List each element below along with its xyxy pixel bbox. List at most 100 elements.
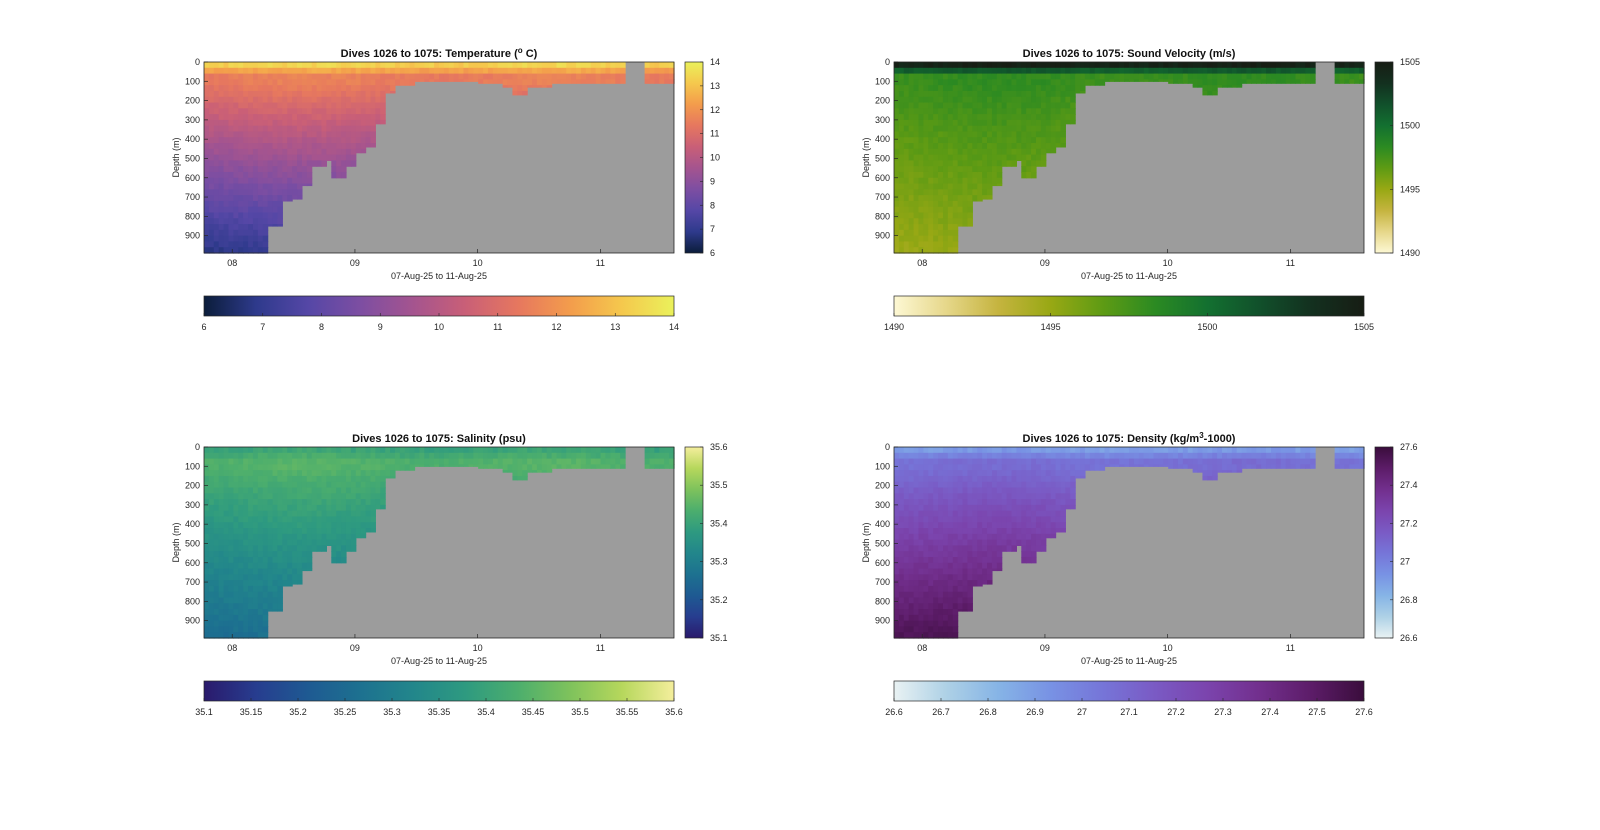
heatmap-cell <box>204 475 210 483</box>
heatmap-cell <box>301 458 308 465</box>
heatmap-cell <box>282 177 288 185</box>
heatmap-cell <box>1099 67 1106 75</box>
heatmap-cell <box>938 212 944 219</box>
heatmap-cell <box>1011 160 1017 167</box>
heatmap-cell <box>987 504 993 512</box>
heatmap-cell <box>252 189 259 196</box>
heatmap-cell <box>1040 452 1047 460</box>
heatmap-cell <box>267 177 274 185</box>
heatmap-cell <box>341 470 347 477</box>
heatmap-cell <box>228 620 234 628</box>
heatmap-cell <box>933 189 939 196</box>
heatmap-cell <box>233 481 239 489</box>
side-colorbar-tick-label: 6 <box>710 248 715 258</box>
heatmap-cell <box>502 79 509 86</box>
heatmap-cell <box>316 470 323 477</box>
heatmap-cell <box>419 458 425 465</box>
heatmap-cell <box>399 464 406 471</box>
heatmap-cell <box>360 125 367 133</box>
heatmap-cell <box>952 229 959 237</box>
heatmap-cell <box>1021 551 1027 558</box>
heatmap-cell <box>894 533 900 541</box>
heatmap-cell <box>243 574 249 581</box>
heatmap-cell <box>277 119 283 127</box>
heatmap-cell <box>957 200 964 208</box>
heatmap-cell <box>345 510 352 518</box>
heatmap-cell <box>938 614 944 622</box>
heatmap-cell <box>918 143 924 150</box>
heatmap-cell <box>208 85 215 92</box>
heatmap-cell <box>898 481 905 489</box>
heatmap-cell <box>223 545 230 552</box>
heatmap-cell <box>282 96 288 104</box>
heatmap-cell <box>908 562 915 570</box>
heatmap-cell <box>918 73 924 80</box>
heatmap-cell <box>252 614 259 622</box>
heatmap-cell <box>1182 79 1189 84</box>
heatmap-cell <box>233 90 239 98</box>
heatmap-cell <box>1045 504 1052 512</box>
heatmap-cell <box>1035 119 1042 127</box>
heatmap-cell <box>1031 79 1037 86</box>
heatmap-cell <box>933 464 939 471</box>
heatmap-cell <box>341 545 347 552</box>
bottom-colorbar-tick-label: 35.55 <box>616 707 639 717</box>
heatmap-cell <box>908 545 915 552</box>
heatmap-cell <box>923 218 929 225</box>
heatmap-cell <box>903 189 910 196</box>
heatmap-cell <box>938 620 944 628</box>
heatmap-cell <box>233 96 239 104</box>
heatmap-cell <box>987 539 993 546</box>
heatmap-cell <box>1075 73 1081 80</box>
heatmap-cell <box>345 528 352 535</box>
side-colorbar-tick-label: 1500 <box>1400 121 1420 131</box>
heatmap-cell <box>952 183 959 190</box>
heatmap-cell <box>933 90 939 98</box>
heatmap-cell <box>228 67 234 75</box>
heatmap-cell <box>257 200 264 208</box>
heatmap-cell <box>1011 475 1017 483</box>
heatmap-cell <box>659 464 665 469</box>
heatmap-cell <box>213 551 220 558</box>
heatmap-cell <box>1251 79 1257 84</box>
heatmap-cell <box>938 206 944 214</box>
heatmap-cell <box>933 108 939 115</box>
chart-title: Dives 1026 to 1075: Temperature (o C) <box>341 46 538 61</box>
heatmap-cell <box>1075 470 1081 477</box>
heatmap-cell <box>1050 62 1057 69</box>
heatmap-cell <box>913 580 920 587</box>
heatmap-cell <box>947 177 954 185</box>
heatmap-cell <box>252 516 259 523</box>
heatmap-cell <box>233 475 239 483</box>
heatmap-cell <box>561 447 567 454</box>
heatmap-cell <box>566 464 572 469</box>
heatmap-cell <box>908 464 915 471</box>
heatmap-cell <box>1040 96 1047 104</box>
heatmap-cell <box>218 562 225 570</box>
heatmap-cell <box>644 458 651 465</box>
heatmap-cell <box>1060 499 1066 506</box>
y-tick-label: 400 <box>875 134 890 144</box>
heatmap-cell <box>1217 85 1223 88</box>
heatmap-cell <box>536 470 543 473</box>
heatmap-cell <box>350 545 357 552</box>
heatmap-cell <box>1031 119 1037 127</box>
heatmap-cell <box>977 533 983 541</box>
heatmap-cell <box>1001 67 1008 75</box>
y-tick-label: 900 <box>185 616 200 626</box>
heatmap-cell <box>947 475 954 483</box>
heatmap-cell <box>972 464 978 471</box>
heatmap-cell <box>443 447 450 454</box>
heatmap-cell <box>355 493 362 500</box>
heatmap-cell <box>243 171 249 179</box>
heatmap-cell <box>1055 499 1062 506</box>
heatmap-cell <box>336 499 342 506</box>
heatmap-cell <box>991 108 998 115</box>
heatmap-cell <box>1011 96 1017 104</box>
heatmap-cell <box>272 533 279 541</box>
bottom-colorbar-tick-label: 10 <box>434 322 444 332</box>
heatmap-cell <box>942 131 949 138</box>
heatmap-cell <box>928 452 934 460</box>
heatmap-cell <box>1084 79 1091 86</box>
heatmap-cell <box>238 166 244 173</box>
